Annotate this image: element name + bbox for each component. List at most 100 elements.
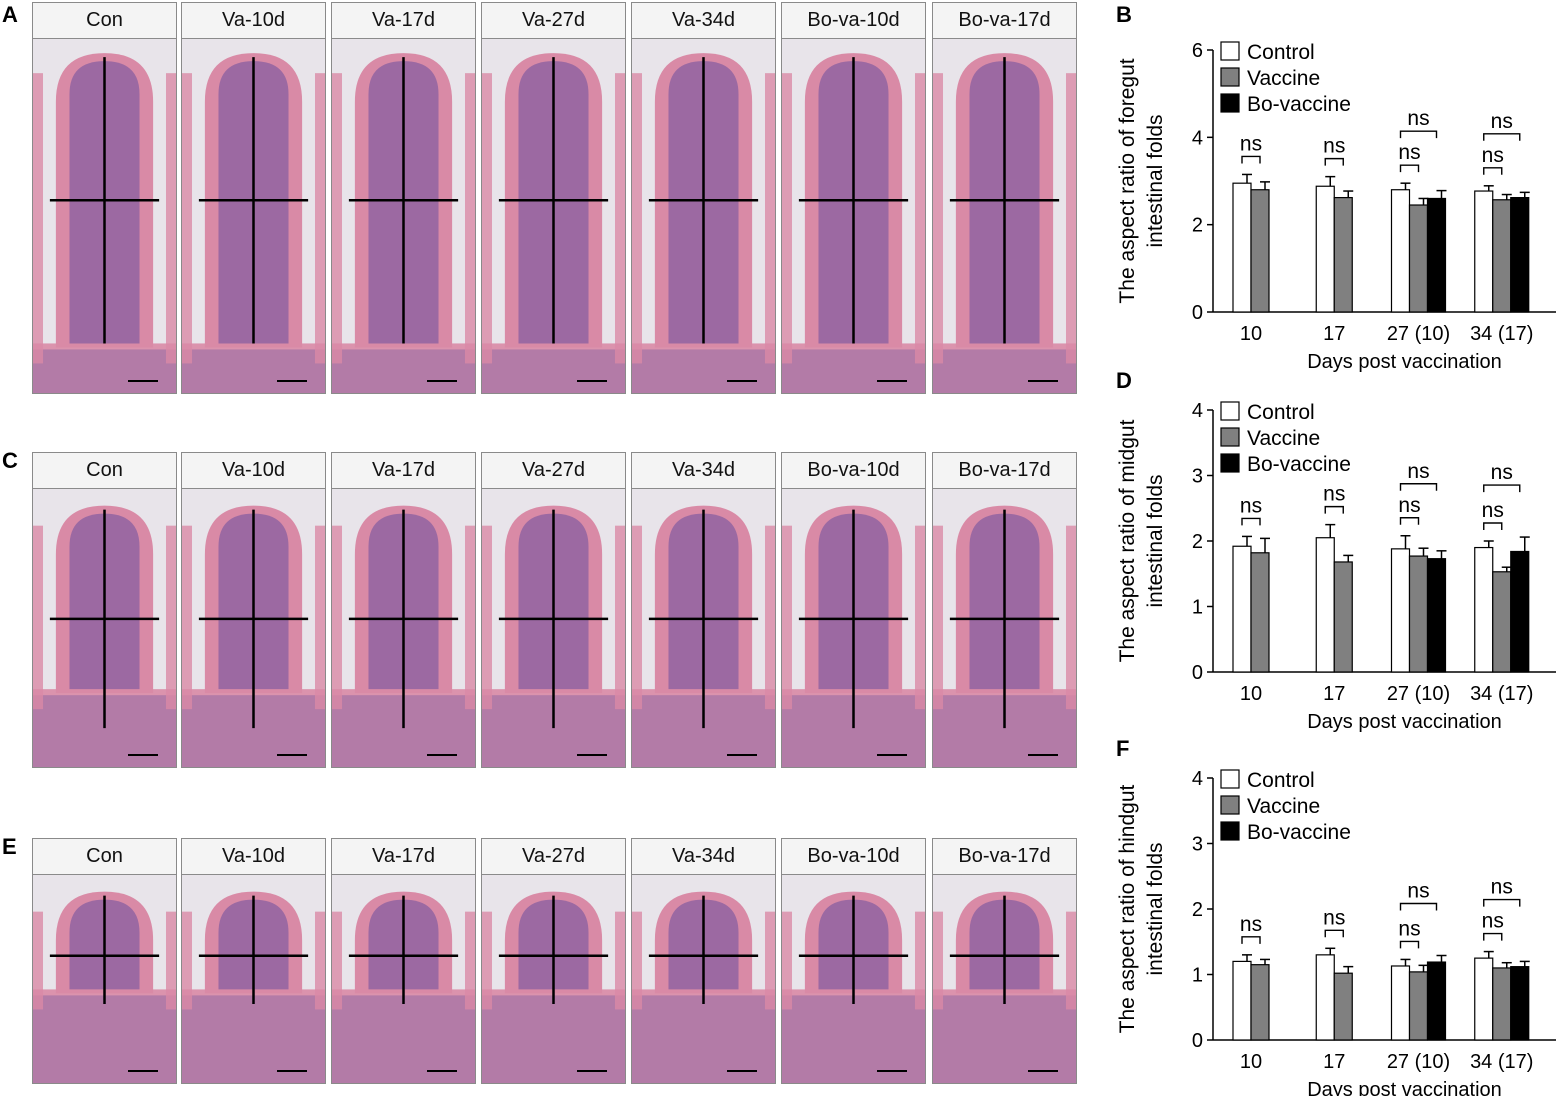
bar-control — [1390, 548, 1411, 673]
micrograph-tile: Bo-va-17d — [932, 2, 1077, 394]
micrograph-label: Bo-va-10d — [782, 453, 925, 489]
significance-bracket — [1399, 130, 1438, 139]
micrograph-tile: Con — [32, 452, 177, 768]
bar-vaccine — [1250, 189, 1270, 313]
y-axis-label: intestinal folds — [1144, 114, 1167, 247]
micrograph-label: Va-17d — [332, 839, 475, 875]
legend-label: Vaccine — [1247, 427, 1320, 450]
tissue-image — [332, 875, 475, 1083]
legend-swatch — [1220, 93, 1240, 113]
significance-label: ns — [1407, 107, 1429, 130]
tissue-image — [782, 489, 925, 767]
micrograph-tile: Bo-va-10d — [781, 838, 926, 1084]
y-tick-label: 0 — [1192, 1030, 1203, 1052]
bar-bo-vaccine — [1510, 550, 1530, 673]
bar-bo-vaccine — [1510, 196, 1530, 313]
tissue-image — [933, 489, 1076, 767]
x-tick-label: 17 — [1323, 323, 1345, 345]
bar-vaccine — [1250, 964, 1270, 1041]
y-axis-label: The aspect ratio of midgut — [1116, 419, 1139, 662]
significance-bracket — [1241, 155, 1261, 164]
y-tick-label: 3 — [1192, 834, 1203, 856]
he-stained-section — [182, 875, 325, 1083]
he-stained-section — [33, 489, 176, 767]
he-stained-section — [482, 39, 625, 393]
micrograph-label: Bo-va-10d — [782, 839, 925, 875]
micrograph-label: Va-34d — [632, 839, 775, 875]
bar-control — [1474, 957, 1494, 1041]
significance-label: ns — [1407, 460, 1429, 483]
he-stained-section — [933, 875, 1076, 1083]
y-axis-label: The aspect ratio of hindgut — [1116, 785, 1139, 1034]
legend-swatch — [1220, 41, 1240, 61]
significance-label: ns — [1491, 461, 1513, 484]
significance-bracket — [1399, 902, 1438, 911]
x-axis-label: Days post vaccination — [1307, 351, 1502, 373]
x-tick-label: 34 (17) — [1470, 1051, 1533, 1073]
legend-label: Vaccine — [1247, 67, 1320, 90]
bar-bo-vaccine — [1510, 966, 1530, 1041]
significance-label: ns — [1398, 141, 1420, 164]
bar-control — [1390, 965, 1411, 1041]
micrograph-tile: Con — [32, 2, 177, 394]
y-tick-label: 6 — [1192, 40, 1203, 62]
bar-vaccine — [1492, 967, 1512, 1041]
tissue-image — [482, 39, 625, 393]
y-axis-label: The aspect ratio of foregut — [1116, 58, 1139, 303]
x-axis-label: Days post vaccination — [1307, 1079, 1502, 1096]
he-stained-section — [933, 39, 1076, 393]
significance-bracket — [1399, 164, 1420, 173]
bar-bo-vaccine — [1426, 961, 1447, 1041]
bar-vaccine — [1333, 972, 1353, 1041]
legend-label: Bo-vaccine — [1247, 93, 1351, 116]
significance-label: ns — [1398, 494, 1420, 517]
legend-label: Control — [1247, 401, 1315, 424]
micrograph-label: Con — [33, 453, 176, 489]
micrograph-label: Bo-va-17d — [933, 453, 1076, 489]
y-tick-label: 4 — [1192, 768, 1203, 790]
significance-bracket — [1483, 167, 1503, 175]
panel-letter-a: A — [2, 2, 18, 27]
bar-vaccine — [1333, 561, 1353, 673]
significance-label: ns — [1482, 144, 1504, 167]
tissue-image — [482, 489, 625, 767]
x-tick-label: 27 (10) — [1387, 323, 1450, 345]
legend-label: Bo-vaccine — [1247, 821, 1351, 844]
he-stained-section — [182, 39, 325, 393]
micrograph-tile: Va-17d — [331, 2, 476, 394]
legend-label: Bo-vaccine — [1247, 453, 1351, 476]
x-tick-label: 34 (17) — [1470, 683, 1533, 705]
x-axis-label: Days post vaccination — [1307, 711, 1502, 733]
chart-midgut: 0 1 2 3 4 The aspect ratio of midgut intestina… — [1116, 396, 1561, 742]
tissue-image — [33, 39, 176, 393]
x-tick-label: 10 — [1240, 683, 1262, 705]
panel-letter-e: E — [2, 834, 17, 859]
significance-label: ns — [1491, 876, 1513, 899]
tissue-image — [632, 875, 775, 1083]
micrograph-tile: Va-10d — [181, 2, 326, 394]
micrograph-tile: Va-34d — [631, 452, 776, 768]
bar-control — [1474, 190, 1494, 313]
micrograph-tile: Bo-va-10d — [781, 2, 926, 394]
tissue-image — [332, 489, 475, 767]
x-tick-label: 10 — [1240, 1051, 1262, 1073]
he-stained-section — [632, 489, 775, 767]
bar-bo-vaccine — [1426, 197, 1447, 313]
significance-bracket — [1483, 133, 1521, 141]
bar-vaccine — [1408, 204, 1429, 313]
significance-label: ns — [1323, 135, 1345, 158]
significance-bracket — [1241, 936, 1261, 944]
y-tick-label: 2 — [1192, 899, 1203, 921]
he-stained-section — [332, 39, 475, 393]
significance-label: ns — [1407, 880, 1429, 903]
significance-bracket — [1399, 940, 1420, 949]
hindgut-bar-chart: 0 1 2 3 4 The aspect ratio of hindgut intestin… — [1116, 768, 1556, 1096]
micrograph-label: Va-34d — [632, 3, 775, 39]
bar-vaccine — [1333, 196, 1353, 313]
y-axis-label: intestinal folds — [1144, 842, 1167, 975]
foregut-bar-chart: 0 2 4 6 The aspect ratio of foregut intestina… — [1116, 40, 1556, 373]
significance-bracket — [1483, 484, 1521, 493]
tissue-image — [33, 875, 176, 1083]
micrograph-label: Va-17d — [332, 453, 475, 489]
legend-swatch — [1220, 453, 1240, 473]
